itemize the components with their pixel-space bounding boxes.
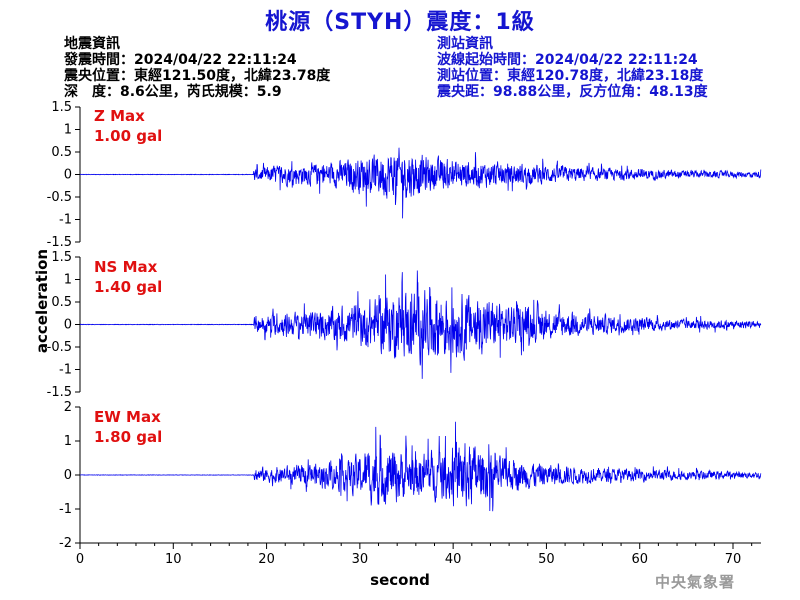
x-tick-label: 0 bbox=[76, 552, 84, 567]
ew-max-value: 1.80 gal bbox=[94, 428, 163, 446]
x-tick-label: 70 bbox=[725, 552, 742, 567]
y-tick-label: -2 bbox=[59, 536, 72, 551]
x-tick-label: 30 bbox=[352, 552, 369, 567]
ew-max-name: EW Max bbox=[94, 408, 161, 426]
y-tick-label: -0.5 bbox=[47, 190, 72, 205]
y-tick-label: 1 bbox=[64, 434, 72, 449]
z-max-value: 1.00 gal bbox=[94, 127, 163, 145]
x-tick-label: 40 bbox=[445, 552, 462, 567]
y-tick-label: -1 bbox=[59, 363, 72, 378]
waveform-series-ns-max bbox=[80, 270, 762, 379]
y-tick-label: 0 bbox=[64, 468, 72, 483]
y-tick-label: 0 bbox=[64, 318, 72, 333]
x-tick-label: 20 bbox=[258, 552, 275, 567]
y-tick-label: 1.5 bbox=[51, 100, 72, 115]
y-tick-label: 0.5 bbox=[51, 145, 72, 160]
depth-magnitude: 深 度：8.6公里，芮氏規模：5.9 bbox=[64, 84, 282, 100]
y-tick-label: -1.5 bbox=[47, 385, 72, 400]
wave-start-time: 波線起始時間：2024/04/22 22:11:24 bbox=[437, 52, 698, 68]
event-info-heading: 地震資訊 bbox=[64, 36, 120, 52]
y-tick-label: 2 bbox=[64, 400, 72, 415]
waveform-series-z-max bbox=[79, 147, 762, 219]
ns-max-name: NS Max bbox=[94, 258, 158, 276]
z-max-label: Z Max 1.00 gal bbox=[94, 106, 162, 146]
station-location: 測站位置：東經120.78度，北緯23.18度 bbox=[437, 68, 704, 84]
y-tick-label: -1.5 bbox=[47, 235, 72, 250]
waveform-series-ew-max bbox=[80, 421, 762, 512]
z-max-name: Z Max bbox=[94, 107, 145, 125]
page-title: 桃源（STYH）震度：1級 bbox=[265, 10, 535, 35]
y-tick-label: 1 bbox=[64, 123, 72, 138]
y-tick-label: 1.5 bbox=[51, 250, 72, 265]
epicenter: 震央位置：東經121.50度，北緯23.78度 bbox=[64, 68, 331, 84]
y-tick-label: -0.5 bbox=[47, 340, 72, 355]
ns-max-label: NS Max 1.40 gal bbox=[94, 257, 162, 297]
y-tick-label: -1 bbox=[59, 502, 72, 517]
station-info-block: 測站資訊 波線起始時間：2024/04/22 22:11:24 測站位置：東經1… bbox=[437, 36, 708, 100]
x-tick-label: 60 bbox=[631, 552, 648, 567]
y-tick-label: 0.5 bbox=[51, 295, 72, 310]
y-axis-label: acceleration bbox=[33, 248, 52, 354]
y-tick-label: -1 bbox=[59, 213, 72, 228]
station-info-heading: 測站資訊 bbox=[437, 36, 493, 52]
ew-max-label: EW Max 1.80 gal bbox=[94, 407, 162, 447]
y-tick-label: 0 bbox=[64, 168, 72, 183]
x-tick-label: 10 bbox=[165, 552, 182, 567]
x-tick-label: 50 bbox=[538, 552, 555, 567]
ns-max-value: 1.40 gal bbox=[94, 278, 163, 296]
y-tick-label: 1 bbox=[64, 273, 72, 288]
x-axis-label: second bbox=[370, 571, 430, 589]
epicentral-distance: 震央距：98.88公里，反方位角：48.13度 bbox=[437, 84, 708, 100]
origin-time: 發震時間：2024/04/22 22:11:24 bbox=[64, 52, 297, 68]
agency-footer: 中央氣象署 bbox=[655, 573, 736, 591]
event-info-block: 地震資訊 發震時間：2024/04/22 22:11:24 震央位置：東經121… bbox=[64, 36, 330, 100]
